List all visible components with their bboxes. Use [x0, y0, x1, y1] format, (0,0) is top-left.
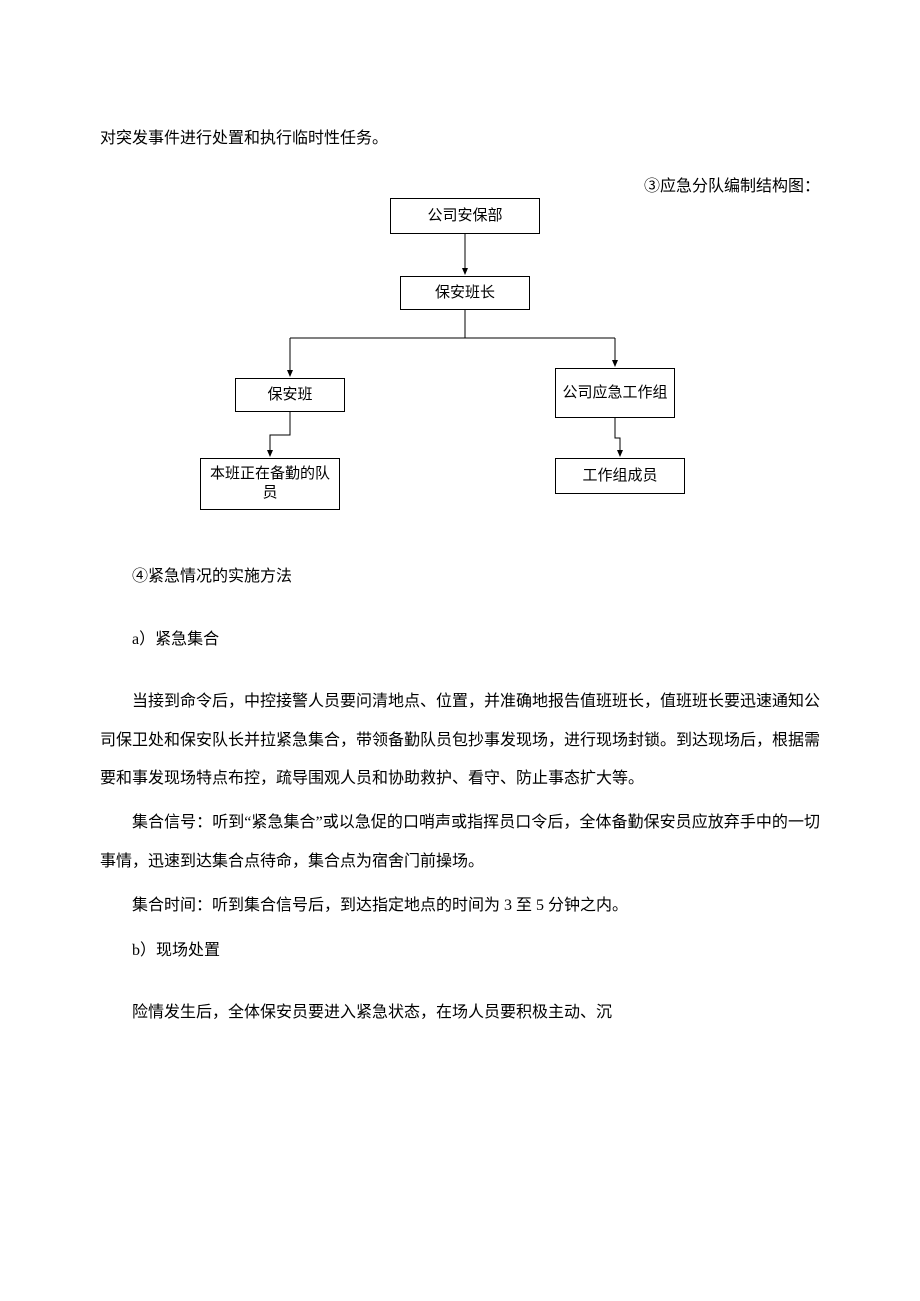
paragraph-b1: 险情发生后，全体保安员要进入紧急状态，在场人员要积极主动、沉	[100, 994, 820, 1032]
heading-b: b）现场处置	[100, 932, 820, 970]
heading-4: ④紧急情况的实施方法	[100, 558, 820, 596]
paragraph-top: 对突发事件进行处置和执行临时性任务。	[100, 120, 820, 158]
heading-a: a）紧急集合	[100, 621, 820, 659]
chart-node-n1: 保安班长	[400, 276, 530, 310]
paragraph-a2: 集合信号：听到“紧急集合”或以急促的口哨声或指挥员口令后，全体备勤保安员应放弃手…	[100, 804, 820, 881]
paragraph-a1: 当接到命令后，中控接警人员要问清地点、位置，并准确地报告值班班长，值班班长要迅速…	[100, 683, 820, 798]
chart-title: ③应急分队编制结构图：	[644, 168, 820, 206]
chart-node-n5: 工作组成员	[555, 458, 685, 494]
org-chart: ③应急分队编制结构图： 公司安保部保安班长保安班 公司应急工作组本班正在备勤的队员…	[100, 168, 820, 528]
document-page: 对突发事件进行处置和执行临时性任务。 ③应急分队编制结构图： 公司安保部保安班长…	[0, 0, 920, 1118]
chart-node-n2: 保安班	[235, 378, 345, 412]
chart-node-n4: 本班正在备勤的队员	[200, 458, 340, 510]
paragraph-a3: 集合时间：听到集合信号后，到达指定地点的时间为 3 至 5 分钟之内。	[100, 887, 820, 925]
chart-node-n0: 公司安保部	[390, 198, 540, 234]
chart-node-n3: 公司应急工作组	[555, 368, 675, 418]
